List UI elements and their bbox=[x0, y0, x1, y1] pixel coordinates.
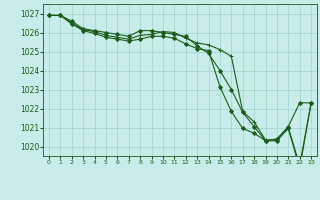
Text: Graphe pression niveau de la mer (hPa): Graphe pression niveau de la mer (hPa) bbox=[65, 185, 255, 194]
